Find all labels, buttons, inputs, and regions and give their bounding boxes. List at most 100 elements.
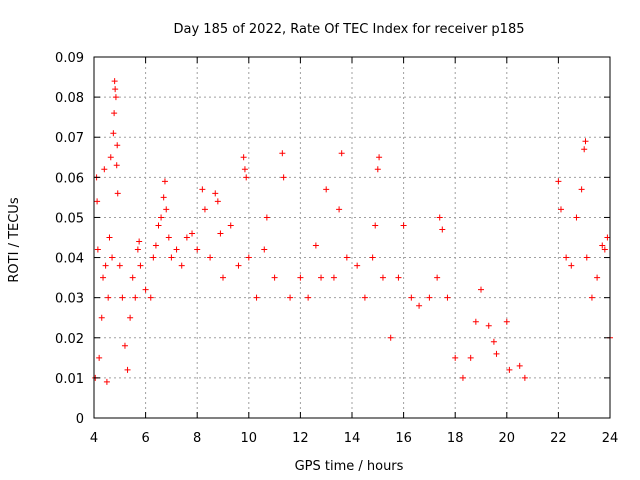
data-point — [271, 274, 278, 281]
data-point — [134, 246, 141, 253]
data-point — [261, 246, 268, 253]
x-tick-label: 16 — [395, 431, 412, 446]
data-point — [336, 206, 343, 213]
data-point — [436, 214, 443, 221]
y-tick-label: 0 — [76, 412, 84, 427]
data-point — [101, 166, 108, 173]
data-point — [439, 226, 446, 233]
y-tick-label: 0.08 — [55, 91, 84, 106]
y-tick-label: 0.09 — [55, 51, 84, 66]
data-point — [395, 274, 402, 281]
y-axis-ticks: 0 0.01 0.02 0.03 0.04 0.05 0.06 0.07 0.08 0.09 — [55, 51, 610, 427]
data-point — [217, 230, 224, 237]
data-point — [426, 294, 433, 301]
data-point — [243, 174, 250, 181]
data-point — [343, 254, 350, 261]
data-point — [112, 86, 119, 93]
data-point — [220, 274, 226, 281]
data-point — [106, 234, 113, 241]
data-point — [240, 154, 247, 161]
data-point — [604, 234, 611, 241]
data-point — [444, 294, 451, 301]
data-point — [467, 354, 474, 361]
data-point — [573, 214, 580, 221]
data-point — [416, 302, 423, 309]
data-point — [137, 262, 144, 269]
data-point — [245, 254, 252, 261]
data-point — [163, 206, 170, 213]
data-point — [110, 130, 117, 137]
data-point — [472, 318, 479, 325]
data-point — [94, 246, 101, 253]
data-point — [194, 246, 201, 253]
data-point — [493, 350, 500, 357]
y-tick-label: 0.05 — [55, 211, 84, 226]
data-point — [555, 178, 562, 185]
x-tick-label: 22 — [550, 431, 567, 446]
data-point — [173, 246, 180, 253]
data-points — [92, 78, 613, 385]
x-tick-label: 10 — [241, 431, 258, 446]
data-point — [109, 254, 116, 261]
data-point — [361, 294, 368, 301]
data-point — [369, 254, 376, 261]
y-axis-label: ROTI / TECUs — [7, 197, 22, 282]
data-point — [94, 198, 101, 205]
x-axis-ticks: 4 6 8 10 12 14 16 18 20 22 24 — [90, 57, 618, 446]
data-point — [583, 254, 590, 261]
data-point — [279, 150, 286, 157]
x-tick-label: 6 — [141, 431, 149, 446]
data-point — [452, 354, 459, 361]
data-point — [165, 234, 172, 241]
data-point — [132, 294, 139, 301]
data-point — [485, 322, 492, 329]
data-point — [506, 366, 513, 373]
data-point — [207, 254, 214, 261]
data-point — [459, 374, 466, 381]
data-point — [241, 166, 248, 173]
data-point — [354, 262, 361, 269]
data-point — [588, 294, 595, 301]
data-point — [161, 178, 168, 185]
data-point — [287, 294, 294, 301]
data-point — [121, 342, 128, 349]
x-tick-label: 14 — [344, 431, 361, 446]
data-point — [214, 198, 221, 205]
data-point — [434, 274, 441, 281]
data-point — [189, 230, 196, 237]
data-point — [478, 286, 484, 293]
data-point — [124, 366, 131, 373]
data-point — [147, 294, 154, 301]
data-point — [599, 242, 606, 249]
data-point — [168, 254, 175, 261]
data-point — [305, 294, 312, 301]
data-point — [408, 294, 415, 301]
data-point — [235, 262, 242, 269]
y-tick-label: 0.01 — [55, 372, 84, 387]
data-point — [178, 262, 185, 269]
data-point — [400, 222, 407, 229]
data-point — [107, 154, 114, 161]
y-tick-label: 0.04 — [55, 252, 84, 267]
data-point — [582, 138, 589, 145]
data-point — [297, 274, 304, 281]
data-point — [330, 274, 337, 281]
data-point — [199, 186, 206, 193]
data-point — [594, 274, 601, 281]
data-point — [253, 294, 260, 301]
data-point — [103, 378, 110, 385]
data-point — [111, 78, 118, 85]
x-axis-label: GPS time / hours — [295, 459, 404, 474]
data-point — [312, 242, 319, 249]
data-point — [568, 262, 575, 269]
data-point — [160, 194, 167, 201]
data-point — [387, 334, 394, 341]
data-point — [102, 262, 109, 269]
grid-lines — [94, 57, 610, 418]
data-point — [372, 222, 379, 229]
data-point — [601, 246, 608, 253]
data-point — [129, 274, 136, 281]
data-point — [490, 338, 497, 345]
x-tick-label: 24 — [602, 431, 619, 446]
